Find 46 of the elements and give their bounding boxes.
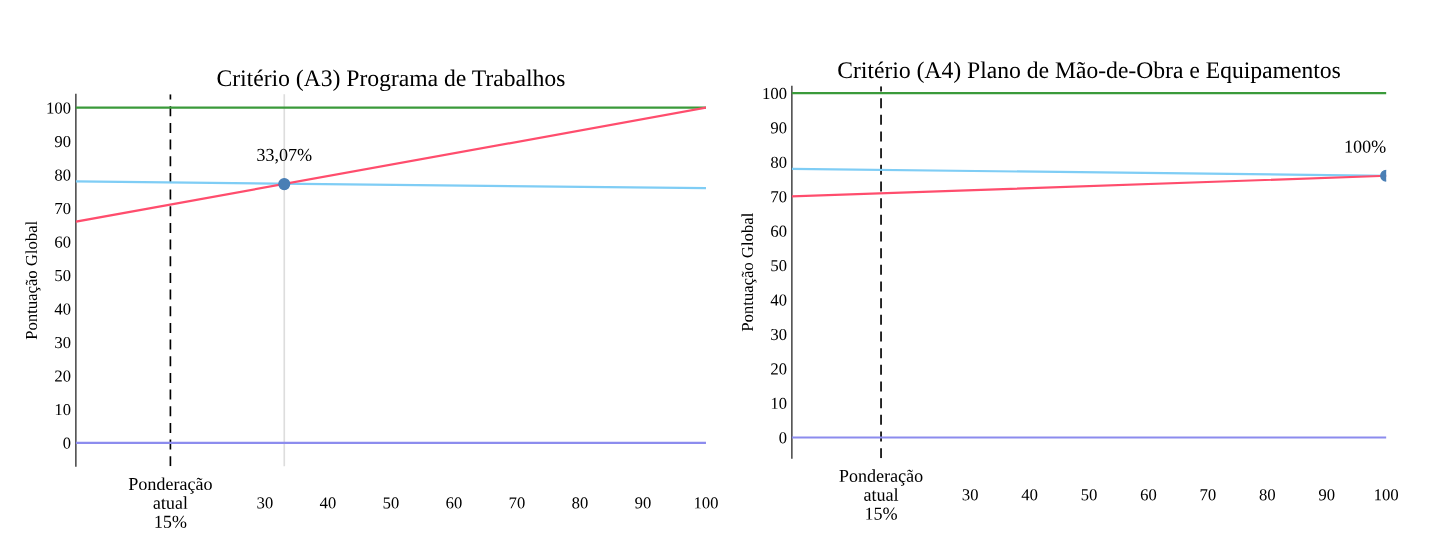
y-tick-label: 20 <box>55 370 71 382</box>
y-tick-label: 80 <box>771 156 787 168</box>
x-tick-label: 70 <box>1200 489 1216 501</box>
y-tick-label: 80 <box>55 169 71 181</box>
chart-title: Critério (A3) Programa de Trabalhos <box>217 69 565 92</box>
x-tick-label: 80 <box>1259 489 1276 501</box>
y-tick-label: 30 <box>771 328 787 341</box>
y-tick-label: 70 <box>55 202 71 215</box>
x-tick-label: 100 <box>1375 489 1399 501</box>
x-tick-label: 50 <box>1081 489 1097 501</box>
x-tick-label: 30 <box>962 489 978 501</box>
y-tick-label: 50 <box>55 269 71 282</box>
y-tick-label: 20 <box>771 363 787 375</box>
annotation: 100% <box>1345 140 1386 153</box>
x-tick-label: 40 <box>319 497 336 509</box>
y-tick-label: 0 <box>779 432 787 444</box>
annotation: 33,07% <box>257 148 312 164</box>
y-axis-title: Pontuação Global <box>25 221 41 340</box>
y-tick-label: 60 <box>771 225 787 237</box>
x-tick-label: 90 <box>635 497 651 509</box>
y-tick-label: 70 <box>771 191 787 203</box>
x-tick-label: 50 <box>383 497 399 509</box>
x-tick-label: 60 <box>1140 489 1157 501</box>
y-tick-label: 10 <box>771 397 787 409</box>
y-tick-label: 90 <box>54 135 71 148</box>
x-tick-label: 90 <box>1318 489 1335 501</box>
x-tick-label: 60 <box>446 497 462 509</box>
x-tick-label: 80 <box>572 497 588 509</box>
y-tick-label: 50 <box>771 260 787 272</box>
y-tick-label: 30 <box>55 336 71 349</box>
y-tick-label: 10 <box>55 403 71 416</box>
y-tick-label: 40 <box>54 303 71 315</box>
y-tick-label: 100 <box>47 102 71 114</box>
y-tick-label: 0 <box>63 437 71 449</box>
chart-title: Critério (A4) Plano de Mão-de-Obra e Equipamentos <box>838 61 1340 83</box>
y-tick-label: 40 <box>770 294 787 306</box>
ref-line-label: Ponderação atual 15% <box>128 477 212 528</box>
y-tick-label: 90 <box>770 122 787 134</box>
y-tick-label: 100 <box>763 87 787 100</box>
x-tick-label: 70 <box>509 497 525 509</box>
x-tick-label: 30 <box>257 497 273 509</box>
ref-line-label: Ponderação atual 15% <box>839 469 923 520</box>
y-tick-label: 60 <box>55 236 71 248</box>
x-tick-label: 100 <box>694 497 718 509</box>
x-tick-label: 40 <box>1021 489 1038 501</box>
y-axis-title: Pontuação Global <box>741 213 757 332</box>
